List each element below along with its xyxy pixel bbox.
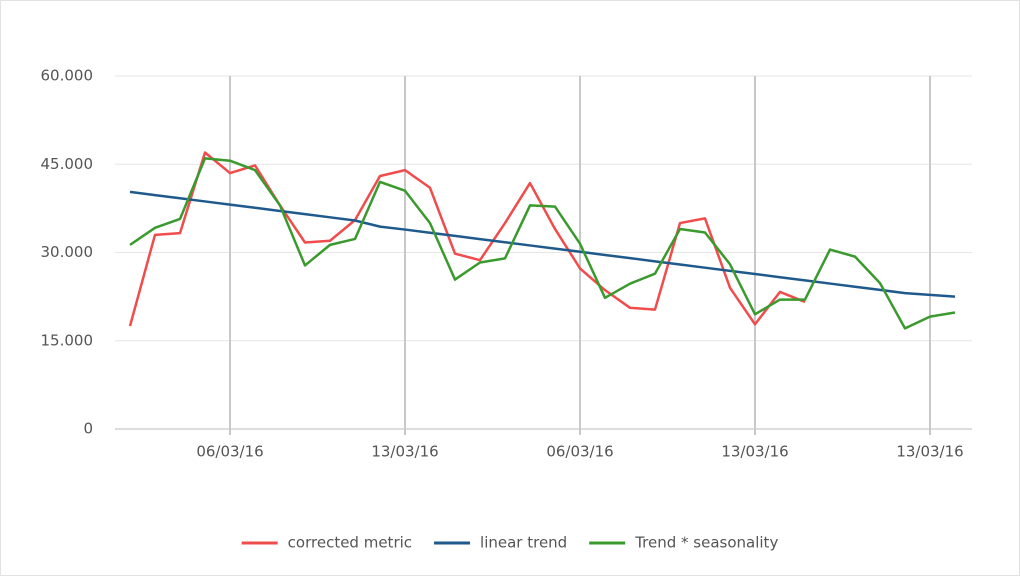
- y-tick-label: 45.000: [41, 155, 94, 173]
- x-tick-label: 06/03/16: [546, 443, 613, 461]
- x-tick-label: 13/03/16: [371, 443, 438, 461]
- y-tick-label: 15.000: [41, 331, 94, 349]
- series-line: [129, 190, 956, 298]
- y-tick-label: 30.000: [41, 243, 94, 261]
- y-tick-label: 60.000: [41, 67, 94, 85]
- legend-label: linear trend: [480, 534, 567, 552]
- y-tick-label: 0: [83, 420, 93, 438]
- x-tick-label: 06/03/16: [196, 443, 263, 461]
- series-line: [128, 151, 806, 327]
- x-tick-label: 13/03/16: [896, 443, 963, 461]
- legend-label: Trend * seasonality: [634, 534, 778, 552]
- x-tick-label: 13/03/16: [721, 443, 788, 461]
- legend: corrected metric linear trend Trend * seas…: [241, 534, 778, 552]
- series-line: [129, 157, 956, 330]
- legend-label: corrected metric: [288, 534, 412, 552]
